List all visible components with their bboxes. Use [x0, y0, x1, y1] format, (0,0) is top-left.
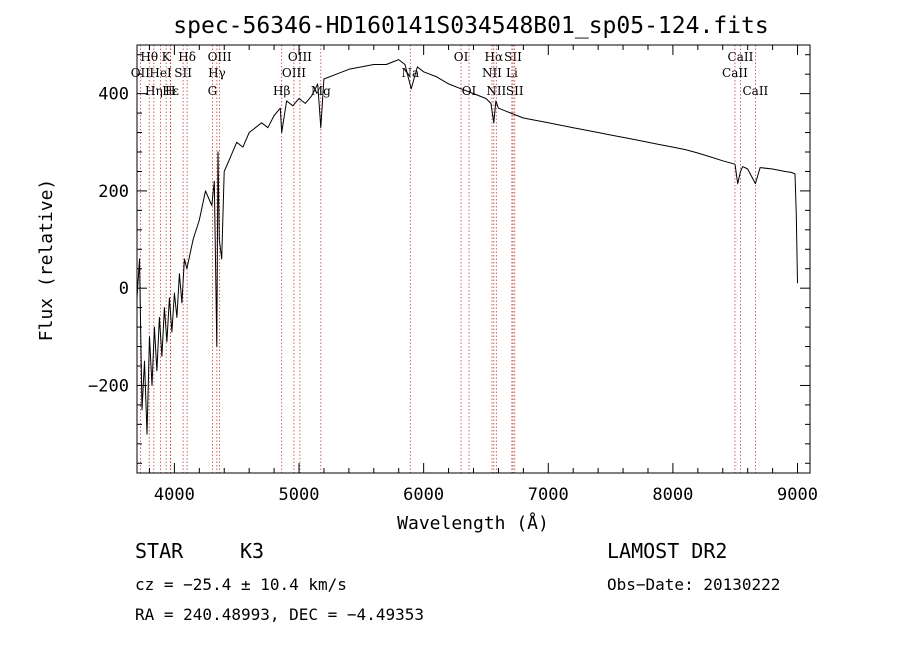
- axis-ticks: 4000 5000 6000 7000 8000 9000 −200 0 200 400: [88, 45, 818, 505]
- line-marker-label-17: OI: [454, 50, 469, 64]
- y-tick-label: 400: [98, 85, 129, 105]
- line-marker-label-9: OIII: [208, 50, 232, 64]
- line-marker-label-3: Hη: [145, 84, 163, 98]
- line-marker-label-21: NII: [486, 84, 506, 98]
- line-marker-label-20: NII: [482, 66, 502, 80]
- chart-title: spec-56346-HD160141S034548B01_sp05-124.f…: [173, 13, 768, 39]
- x-tick-label: 4000: [154, 485, 195, 505]
- line-marker-label-0: Hθ: [140, 50, 158, 64]
- line-marker-label-4: K: [162, 50, 172, 64]
- line-marker-label-6: H: [165, 84, 175, 98]
- x-axis-label: Wavelength (Å): [397, 512, 549, 534]
- line-marker-label-19: Hα: [485, 50, 504, 64]
- y-tick-label: −200: [88, 376, 129, 396]
- line-marker-label-10: Hγ: [208, 66, 226, 80]
- y-tick-label: 200: [98, 182, 129, 202]
- line-marker-label-26: CaII: [722, 66, 748, 80]
- x-tick-label: 7000: [528, 485, 569, 505]
- line-marker-label-8: SII: [174, 66, 192, 80]
- spectrum-series: [136, 59, 798, 435]
- survey-name: LAMOST DR2: [607, 539, 727, 563]
- line-marker-label-22: SII: [504, 50, 522, 64]
- line-marker-label-12: OIII: [288, 50, 312, 64]
- line-marker-label-18: OI: [462, 84, 477, 98]
- spectrum-line: [136, 59, 798, 435]
- redshift-text: cz = −25.4 ± 10.4 km/s: [135, 575, 347, 594]
- line-marker-label-14: Hβ: [273, 84, 290, 98]
- line-marker-label-5: HeI: [149, 66, 172, 80]
- x-tick-label: 6000: [403, 485, 444, 505]
- line-marker-label-7: Hδ: [178, 50, 196, 64]
- y-axis-label: Flux (relative): [36, 179, 57, 342]
- line-marker-label-16: Na: [401, 66, 419, 80]
- line-marker-label-23: Li: [506, 66, 518, 80]
- line-marker-label-1: OII: [131, 66, 151, 80]
- line-marker-label-27: CaII: [742, 84, 768, 98]
- object-class: STAR: [135, 539, 184, 563]
- y-tick-label: 0: [119, 279, 129, 299]
- x-tick-label: 5000: [279, 485, 320, 505]
- object-subclass: K3: [240, 539, 264, 563]
- x-tick-label: 8000: [652, 485, 693, 505]
- line-marker-label-25: CaII: [728, 50, 754, 64]
- obs-date: Obs−Date: 20130222: [607, 575, 780, 594]
- x-tick-label: 9000: [777, 485, 818, 505]
- line-marker-label-13: OIII: [282, 66, 306, 80]
- line-marker-label-11: G: [208, 84, 218, 98]
- coordinates-text: RA = 240.48993, DEC = −4.49353: [135, 605, 424, 624]
- plot-frame: [136, 44, 811, 474]
- line-marker-label-24: SII: [506, 84, 524, 98]
